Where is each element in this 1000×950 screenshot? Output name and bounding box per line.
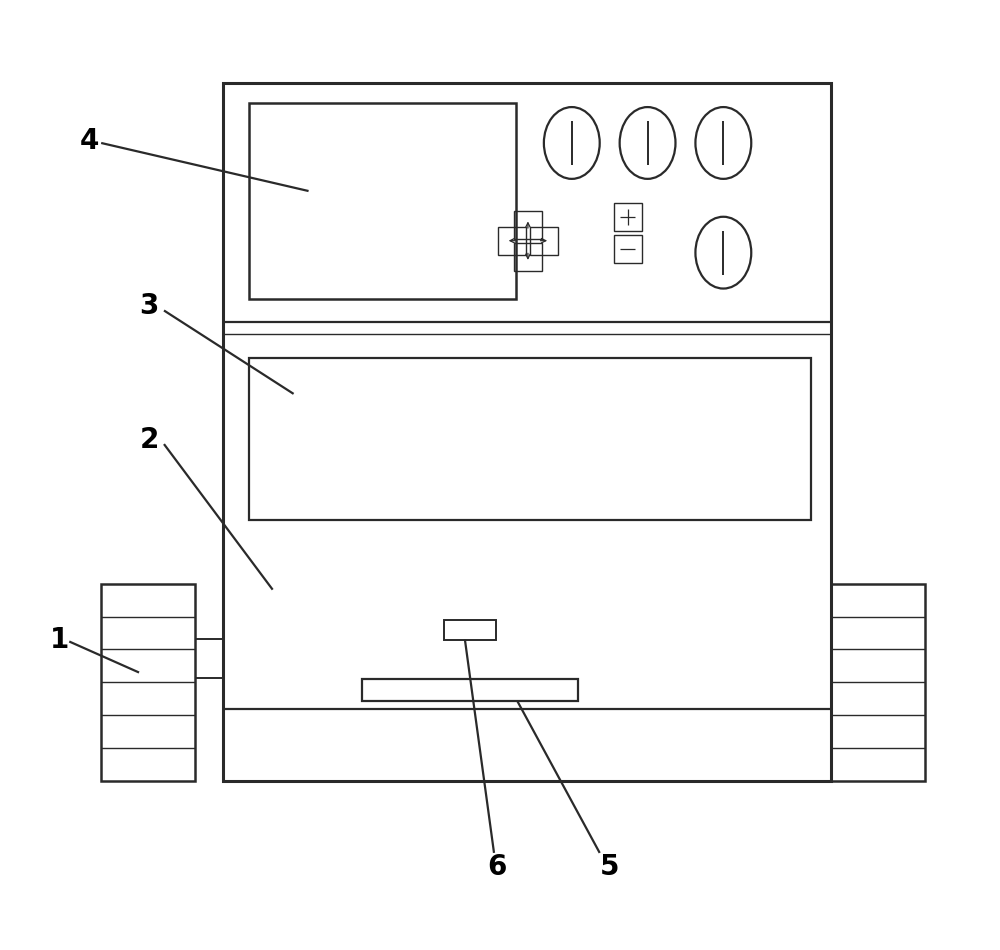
Bar (249, 104, 516, 298)
Text: 1: 1 (50, 625, 69, 654)
Text: 6: 6 (487, 853, 507, 881)
Bar (223, 84, 831, 781)
Bar (498, 227, 526, 255)
Text: 3: 3 (139, 293, 159, 320)
Text: 5: 5 (600, 853, 619, 881)
Bar (249, 358, 811, 520)
Text: 2: 2 (139, 427, 159, 454)
Bar (614, 202, 642, 231)
Bar (831, 583, 925, 781)
Bar (101, 583, 195, 781)
Bar (362, 679, 578, 701)
Text: 4: 4 (80, 127, 99, 155)
Bar (444, 619, 496, 639)
Bar (514, 242, 542, 271)
Bar (514, 211, 542, 238)
Bar (530, 227, 558, 255)
Bar (614, 235, 642, 262)
